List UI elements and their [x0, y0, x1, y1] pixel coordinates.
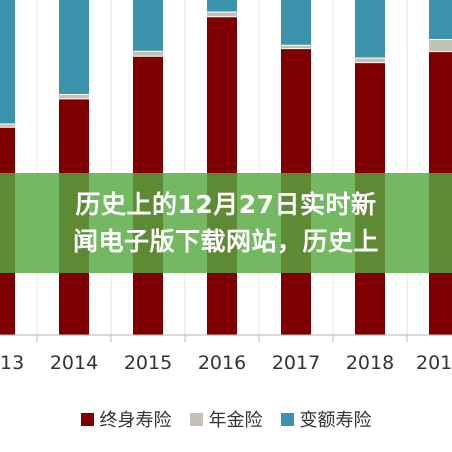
- bar-annuity-2015: [133, 51, 163, 57]
- bar-annuity-2018: [355, 57, 385, 63]
- bar-variable-2014: [59, 0, 89, 95]
- title-banner: [0, 173, 452, 273]
- bar-variable-2013: [0, 0, 15, 124]
- bar-variable-2018: [355, 0, 385, 58]
- bar-annuity-2013: [0, 123, 15, 128]
- x-tick-label-2013: 13: [0, 352, 24, 374]
- bar-annuity-2014: [59, 94, 89, 99]
- legend-item-annuity: 年金险: [189, 406, 263, 432]
- bar-annuity-2017: [281, 45, 311, 49]
- legend-label-lifetime: 终身寿险: [99, 410, 172, 431]
- x-axis-ticks: [36, 335, 408, 342]
- legend-label-annuity: 年金险: [208, 410, 263, 431]
- bar-variable-2015: [133, 0, 163, 52]
- x-axis-labels: 13 2014 2015 2016 2017 2018 201: [0, 352, 452, 374]
- legend-swatch-variable: [280, 412, 294, 426]
- bar-annuity-2016: [207, 12, 237, 17]
- bar-annuity-2019: [429, 39, 452, 52]
- legend-item-variable: 变额寿险: [280, 406, 372, 432]
- bar-variable-2017: [281, 0, 311, 46]
- banner-line-2: 闻电子版下载网站，历史上: [72, 227, 379, 256]
- x-tick-label-2018: 2018: [346, 352, 394, 374]
- x-tick-label-2015: 2015: [124, 352, 172, 374]
- bar-variable-2019: [429, 0, 452, 40]
- grid-lines: [36, 0, 408, 335]
- bars: [0, 0, 452, 336]
- legend: 终身寿险 年金险 变额寿险: [0, 404, 452, 434]
- legend-item-lifetime: 终身寿险: [80, 406, 172, 432]
- x-tick-label-2019: 201: [416, 352, 452, 374]
- x-tick-label-2016: 2016: [198, 352, 246, 374]
- legend-label-variable: 变额寿险: [299, 410, 372, 431]
- banner-line-1: 历史上的12月27日实时新: [75, 190, 377, 219]
- banner-title: 历史上的12月27日实时新 闻电子版下载网站，历史上: [0, 186, 452, 260]
- x-tick-label-2014: 2014: [50, 352, 98, 374]
- bar-variable-2016: [207, 0, 237, 13]
- x-tick-label-2017: 2017: [272, 352, 320, 374]
- legend-swatch-lifetime: [80, 412, 94, 426]
- legend-swatch-annuity: [189, 412, 203, 426]
